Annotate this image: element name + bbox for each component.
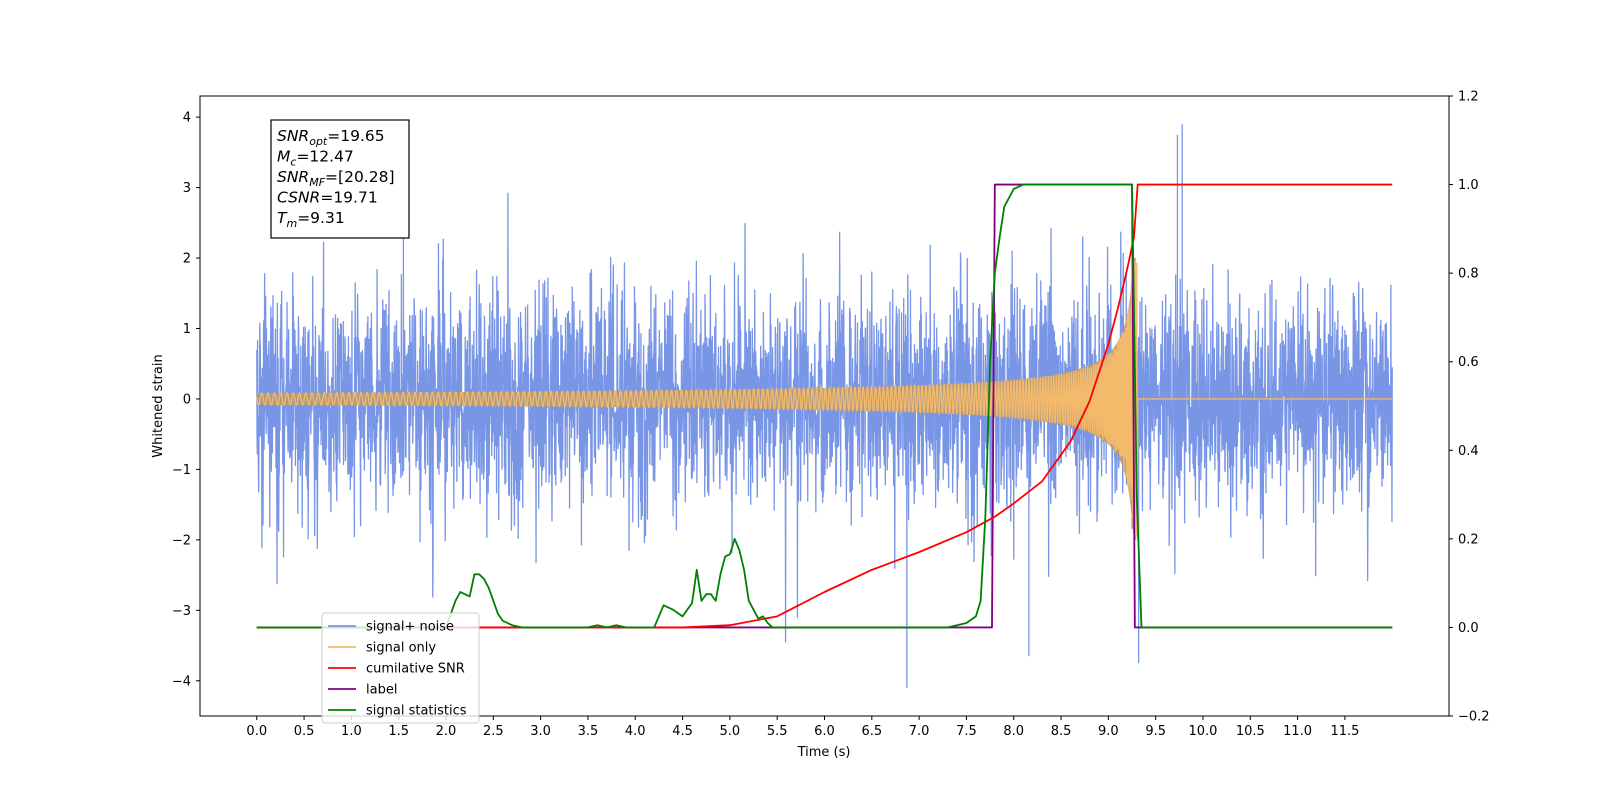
x-tick-label: 4.0	[625, 724, 646, 739]
annotation-line: Tm=9.31	[277, 209, 345, 230]
y-tick-label: −3	[172, 604, 191, 619]
legend-label: signal statistics	[366, 704, 467, 719]
x-tick-label: 10.5	[1236, 724, 1265, 739]
series-signal-only-line	[256, 259, 1393, 540]
x-tick-label: 0.5	[294, 724, 315, 739]
y2-tick-label: 0.4	[1458, 444, 1479, 459]
annotation-line: SNRopt=19.65	[277, 127, 385, 148]
annotation-line: CSNR=19.71	[277, 189, 378, 207]
x-tick-label: 11.0	[1283, 724, 1312, 739]
y-tick-label: 3	[183, 181, 191, 196]
x-tick-label: 2.5	[483, 724, 504, 739]
y2-tick-label: 0.2	[1458, 532, 1479, 547]
x-tick-label: 5.0	[720, 724, 741, 739]
annotation-box: SNRopt=19.65Mc=12.47SNRMF=[20.28]CSNR=19…	[270, 119, 410, 239]
x-axis-label: Time (s)	[797, 745, 851, 760]
legend: signal+ noise signal only cumilative SNR la…	[321, 612, 480, 724]
y-tick-label: 4	[183, 111, 191, 126]
y2-tick-label: −0.2	[1458, 710, 1490, 725]
legend-label: cumilative SNR	[366, 662, 465, 677]
x-tick-label: 1.5	[388, 724, 409, 739]
x-tick-label: 4.5	[672, 724, 693, 739]
x-tick-label: 8.0	[1003, 724, 1024, 739]
x-tick-label: 6.0	[814, 724, 835, 739]
y-tick-label: −2	[172, 533, 191, 548]
x-tick-label: 1.0	[341, 724, 362, 739]
x-tick-label: 2.0	[436, 724, 457, 739]
y2-tick-label: 0.8	[1458, 267, 1479, 282]
x-tick-label: 10.0	[1189, 724, 1218, 739]
legend-label: signal only	[366, 641, 436, 656]
x-tick-label: 6.5	[861, 724, 882, 739]
x-tick-label: 11.5	[1330, 724, 1359, 739]
annotation-line: SNRMF=[20.28]	[277, 168, 395, 189]
legend-label: signal+ noise	[366, 620, 454, 635]
y2-tick-label: 0.0	[1458, 621, 1479, 636]
x-tick-label: 5.5	[767, 724, 788, 739]
x-tick-label: 0.0	[246, 724, 267, 739]
x-tick-label: 9.0	[1098, 724, 1119, 739]
y-axis-label: Whitened strain	[151, 354, 166, 457]
series-signal-statistics-line	[256, 183, 1393, 629]
y2-tick-label: 0.6	[1458, 355, 1479, 370]
y2-tick-label: 1.2	[1458, 90, 1479, 105]
series-signal-noise-line	[256, 192, 1393, 643]
y2-tick-label: 1.0	[1458, 178, 1479, 193]
y-tick-label: 0	[183, 392, 191, 407]
y-tick-label: −4	[172, 674, 191, 689]
y-tick-label: 2	[183, 252, 191, 267]
x-tick-label: 7.5	[956, 724, 977, 739]
x-tick-label: 3.0	[530, 724, 551, 739]
legend-label: label	[366, 683, 397, 698]
annotation-line: Mc=12.47	[277, 148, 354, 169]
x-tick-label: 8.5	[1051, 724, 1072, 739]
x-tick-label: 3.5	[578, 724, 599, 739]
y-tick-label: 1	[183, 322, 191, 337]
x-tick-label: 9.5	[1145, 724, 1166, 739]
x-tick-label: 7.0	[909, 724, 930, 739]
y-tick-label: −1	[172, 463, 191, 478]
